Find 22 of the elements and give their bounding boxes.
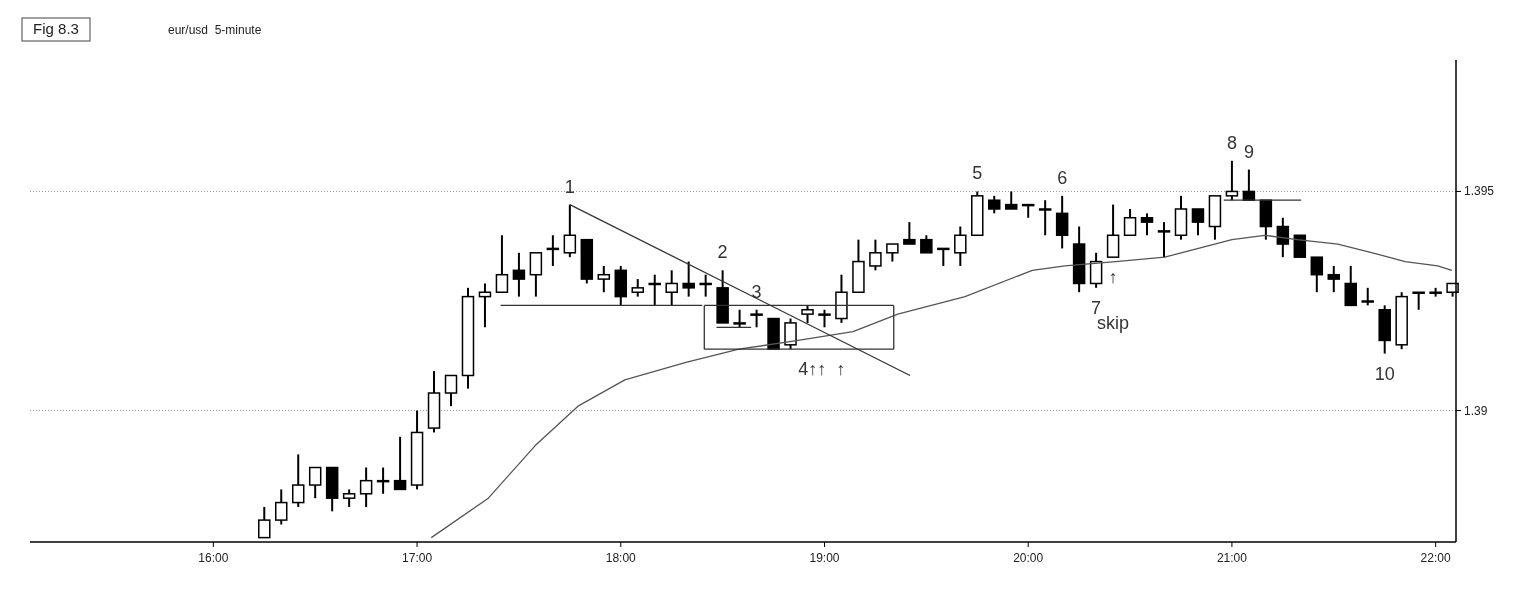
- annotation: 1: [564, 176, 575, 197]
- annotation: ↑: [836, 359, 846, 380]
- x-tick-label: 21:00: [1216, 551, 1248, 565]
- annotation: 4↑↑: [798, 359, 827, 380]
- annotation: 5: [972, 163, 983, 184]
- y-tick-label: 1.39: [1464, 403, 1488, 418]
- annotation: 9: [1243, 141, 1254, 162]
- x-tick-label: 17:00: [402, 551, 433, 565]
- x-tick-label: 18:00: [605, 551, 637, 565]
- y-tick-label: 1.395: [1464, 184, 1495, 199]
- chart-subtitle: eur/usd 5-minute: [168, 23, 262, 37]
- annotation: 8: [1226, 132, 1237, 153]
- annotation: 2: [717, 242, 728, 263]
- annotation: ↑: [1108, 267, 1118, 288]
- x-tick-label: 19:00: [809, 551, 840, 565]
- annotation: 3: [751, 281, 762, 302]
- x-tick-label: 20:00: [1013, 551, 1044, 565]
- x-tick-label: 16:00: [198, 551, 229, 565]
- chart-title: Fig 8.3: [33, 20, 79, 37]
- annotation: 10: [1374, 363, 1395, 384]
- annotation: 6: [1057, 167, 1068, 188]
- x-tick-label: 22:00: [1420, 551, 1451, 565]
